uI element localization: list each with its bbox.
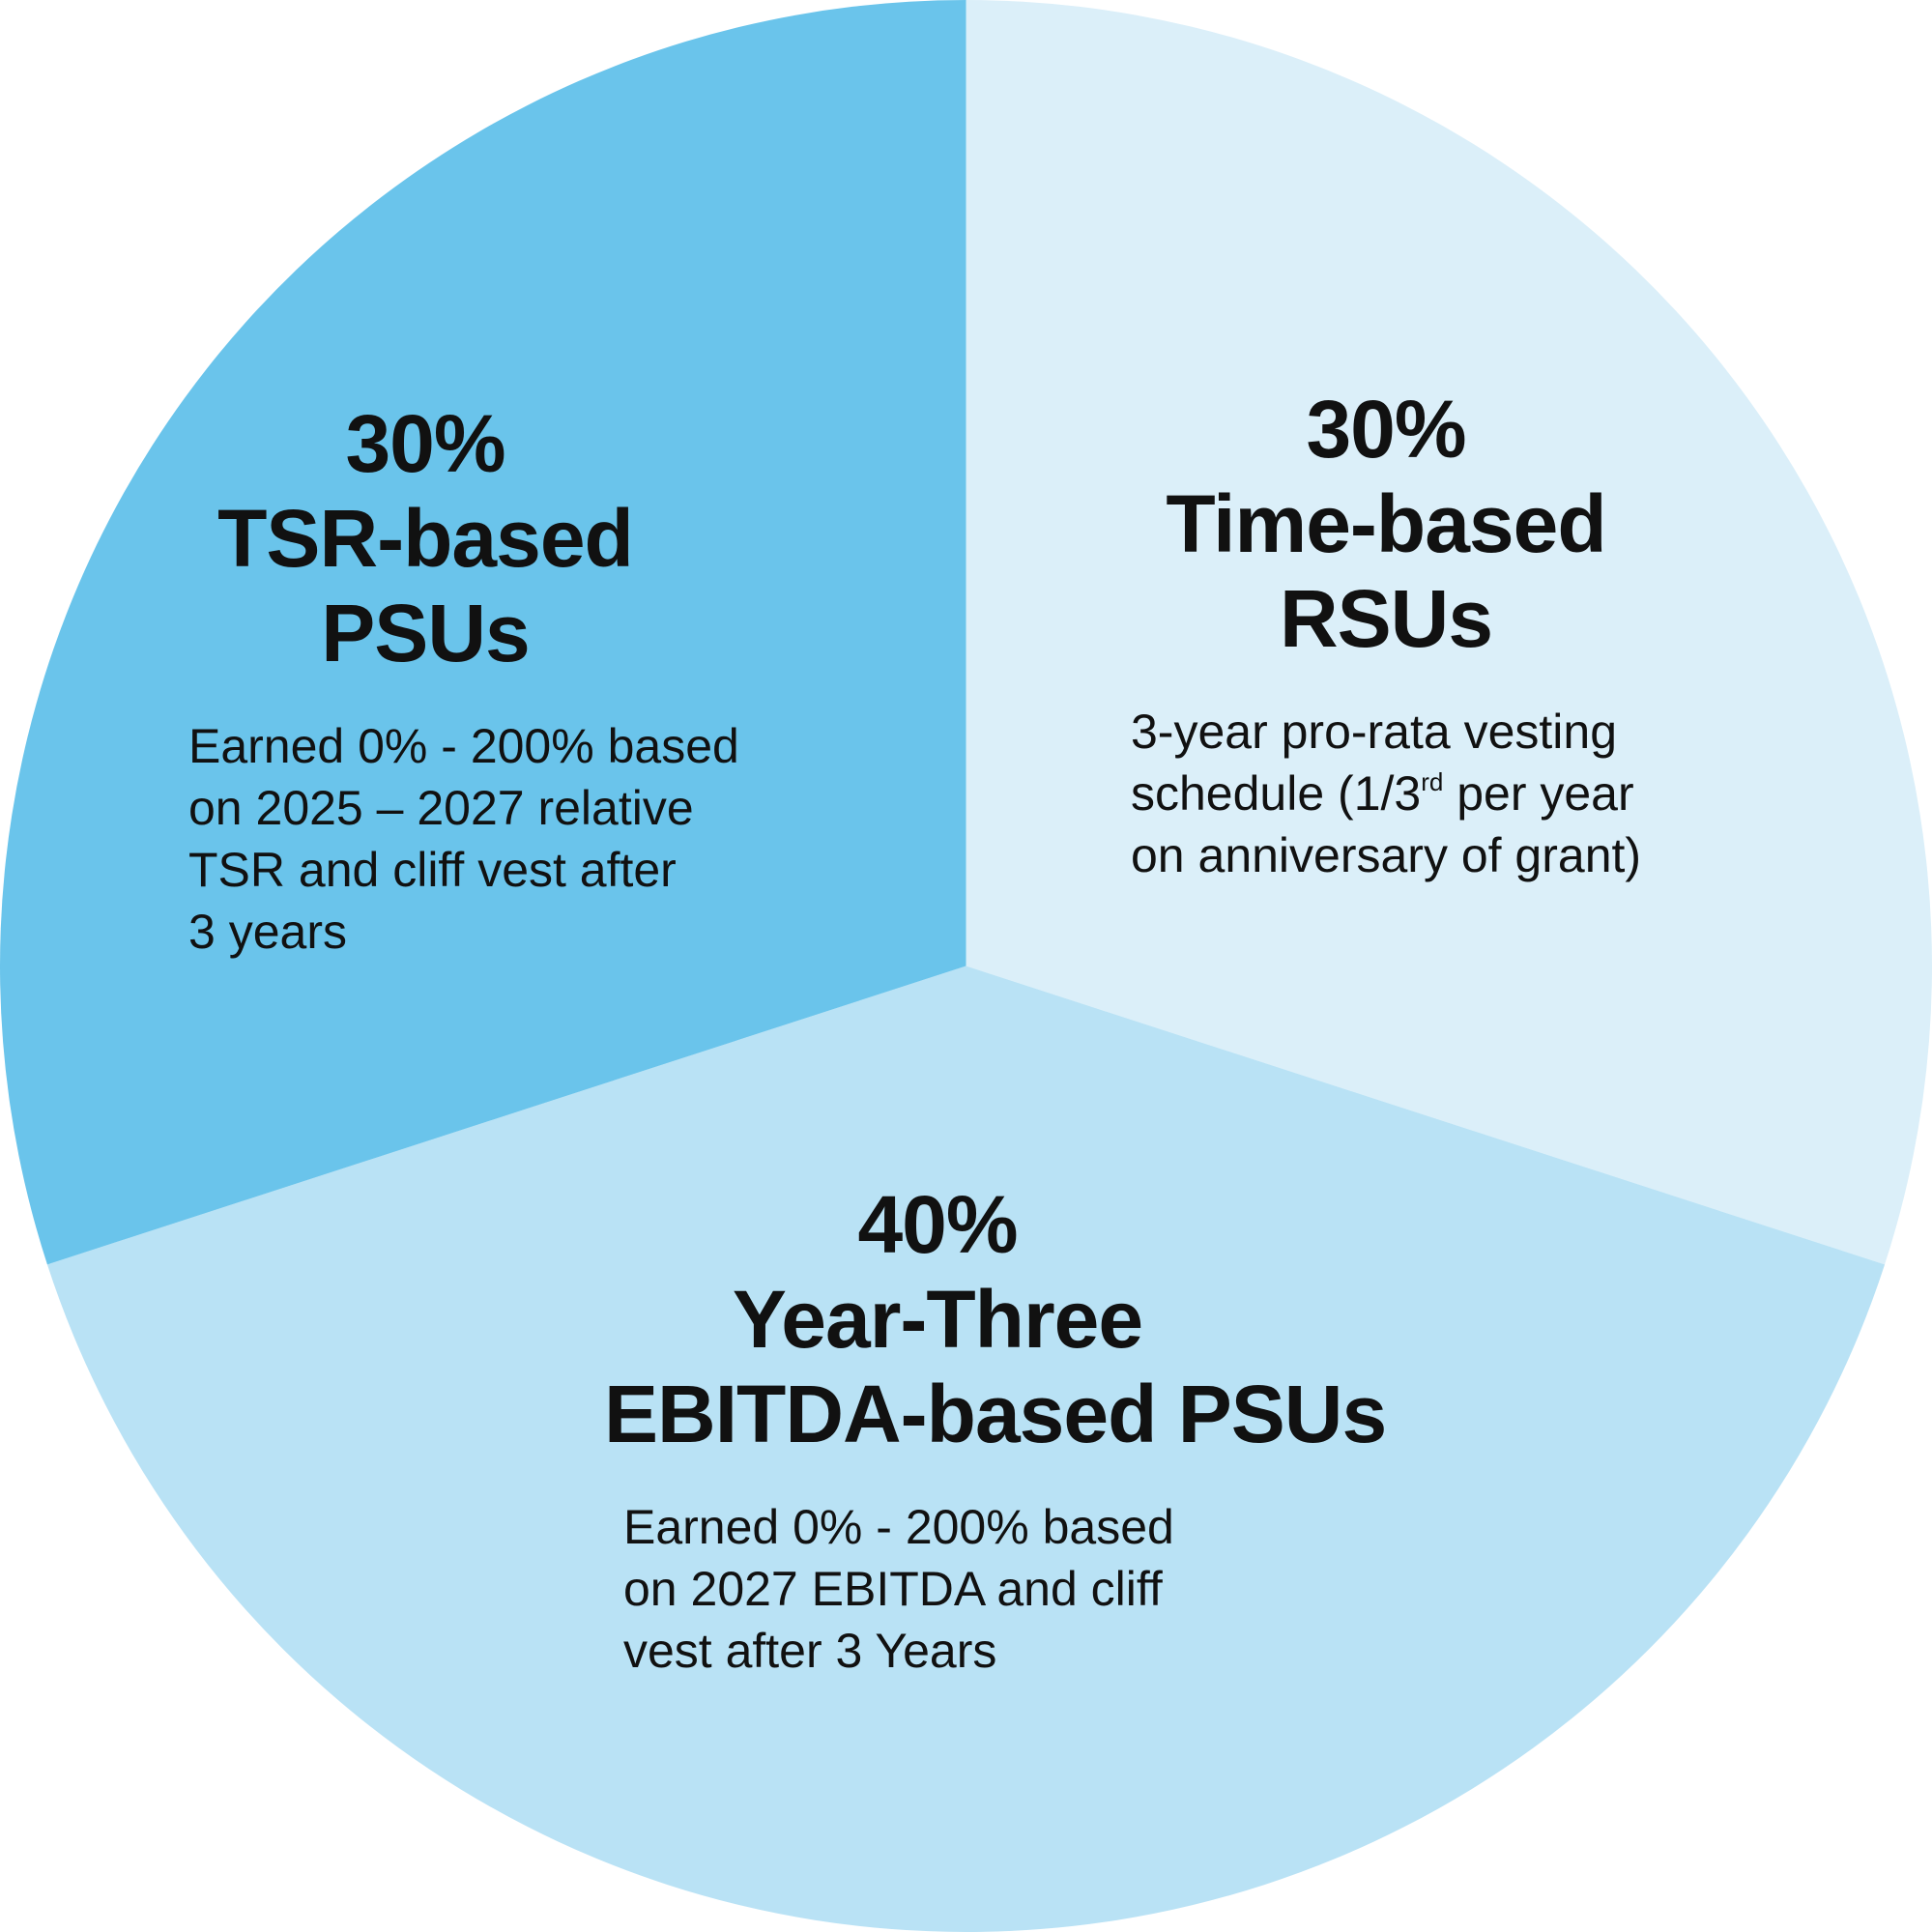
slice-name-line: Time-based	[1166, 478, 1606, 569]
slice-name-line: RSUs	[1279, 573, 1493, 664]
slice-percent-label: 40%	[857, 1179, 1018, 1270]
ordinal-superscript: rd	[1421, 767, 1444, 796]
description-line: Earned 0% - 200% based	[623, 1500, 1174, 1554]
description-line: 3-year pro-rata vesting	[1131, 705, 1618, 759]
slice-label-ebitda-based-psus: 40% Year-Three EBITDA-based PSUs Earned …	[604, 1177, 1387, 1682]
description-line: 3 years	[188, 905, 347, 959]
slice-name-line: PSUs	[321, 588, 530, 678]
slice-name-line: EBITDA-based PSUs	[604, 1369, 1387, 1459]
slice-description: Earned 0% - 200% based on 2025 – 2027 re…	[188, 715, 739, 963]
pie-slice-2	[0, 0, 966, 1265]
description-line: Earned 0% - 200% based	[188, 719, 739, 773]
slice-description: 3-year pro-rata vesting schedule (1/3rd …	[1131, 701, 1641, 886]
slice-name-line: TSR-based	[217, 493, 634, 584]
slice-label-time-based-rsus: 30% Time-based RSUs 3-year pro-rata vest…	[1131, 382, 1641, 886]
slice-percent-label: 30%	[1306, 384, 1466, 475]
slice-description: Earned 0% - 200% based on 2027 EBITDA an…	[623, 1496, 1271, 1682]
description-line: on 2027 EBITDA and cliff	[623, 1562, 1163, 1616]
slice-percent-label: 30%	[345, 398, 505, 489]
slice-name-line: Year-Three	[732, 1274, 1143, 1365]
description-line: vest after 3 Years	[623, 1624, 997, 1678]
pie-slice-0	[966, 0, 1932, 1265]
description-line: on anniversary of grant)	[1131, 828, 1642, 882]
description-line: on 2025 – 2027 relative	[188, 781, 694, 835]
description-line: TSR and cliff vest after	[188, 843, 677, 897]
slice-label-tsr-based-psus: 30% TSR-based PSUs Earned 0% - 200% base…	[188, 396, 739, 963]
description-line: schedule (1/3rd per year	[1131, 766, 1634, 821]
pie-slice-1	[46, 966, 1886, 1932]
